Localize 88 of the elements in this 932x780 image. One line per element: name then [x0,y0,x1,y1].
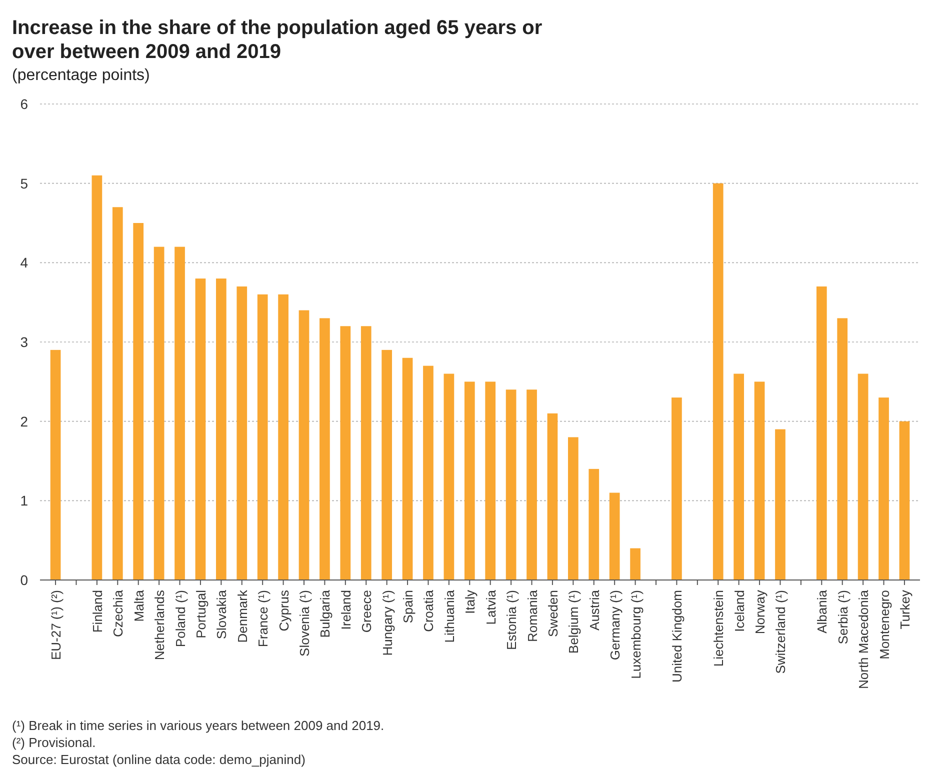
x-tick-label: Switzerland (¹) [773,590,788,674]
bar [340,326,351,580]
bar [672,398,682,580]
bar [899,421,910,580]
x-tick-label: Belgium (¹) [566,590,582,654]
y-tick-label: 0 [20,572,28,588]
x-tick-label: Spain [400,590,416,624]
bar [402,358,413,580]
x-tick-label: Latvia [483,589,498,625]
x-tick-label: Romania [524,589,540,642]
x-tick-label: Montenegro [876,590,892,660]
bar [816,286,827,580]
y-tick-label: 6 [20,96,28,112]
x-tick-label: Italy [462,590,478,614]
source-note: Source: Eurostat (online data code: demo_pjanind) [12,752,306,767]
bar [858,374,868,580]
x-tick-label: France (¹) [256,590,271,648]
chart-title: Increase in the share of the population aged 65 years or over between 2009 and 2019 [12,17,542,63]
bar [50,350,61,580]
bar [734,374,744,580]
x-tick-label: Sweden [545,590,560,637]
x-tick-label: Croatia [421,589,436,632]
x-tick-label: Malta [131,589,146,622]
x-tick-label: Ireland [338,590,354,630]
bar [526,390,537,580]
x-tick-label: Cyprus [276,590,292,632]
y-tick-label: 5 [20,175,28,192]
x-tick-label: Finland [90,590,105,633]
x-tick-label: Portugal [193,590,208,638]
x-tick-label: Slovakia [214,589,230,640]
x-tick-label: EU-27 (¹) (²) [48,590,64,660]
bar [878,398,889,580]
bar [216,278,226,580]
x-tick-label: Liechtenstein [711,590,726,667]
bar [360,326,372,580]
x-tick-label: Albania [814,589,830,634]
bar [837,318,848,580]
x-tick-label: Iceland [732,590,747,632]
x-tick-label: Germany (¹) [608,590,623,660]
bar [133,223,144,580]
bar [423,366,434,580]
x-tick-label: Czechia [110,589,126,637]
bar [320,318,330,580]
bar [236,286,248,580]
bar [298,310,310,580]
chart-subtitle: (percentage points) [12,67,150,84]
bar [712,183,724,580]
y-tick-label: 3 [20,334,28,350]
bar [154,246,164,580]
bar [92,175,102,580]
bar [609,492,620,580]
y-tick-label: 4 [20,254,28,271]
x-tick-label: Poland (¹) [172,590,188,648]
x-tick-label: Estonia (¹) [504,590,520,650]
x-tick-label: Denmark [234,590,250,643]
bar [257,294,268,580]
x-tick-label: Luxembourg (¹) [628,590,644,679]
x-tick-label: North Macedonia [856,589,872,689]
bar [754,382,765,580]
bar [547,413,558,580]
bar [775,429,786,580]
y-tick-label: 2 [20,413,28,430]
x-tick-label: United Kingdom [670,590,685,682]
x-tick-label: Greece [359,590,374,633]
x-tick-label: Turkey [897,590,912,630]
x-tick-label: Lithuania [442,589,457,643]
y-tick-label: 1 [20,492,28,509]
x-tick-label: Hungary (¹) [380,590,395,656]
x-tick-label: Netherlands [152,590,168,660]
bar [485,382,496,580]
x-tick-label: Slovenia (¹) [297,590,312,656]
bar [568,437,578,580]
x-tick-label: Austria [586,589,602,630]
bar [506,390,516,580]
text: (¹) Break in time series in various years between 2009 and 2019. [12,718,384,733]
bar [382,350,392,580]
bar [464,382,475,580]
bar [278,294,288,580]
bar [588,468,600,580]
bar [174,246,185,580]
bar [112,207,123,580]
bar [195,278,206,580]
text: (²) Provisional. [12,735,96,750]
bar [630,548,640,580]
x-tick-label: Serbia (¹) [835,590,850,644]
bar [444,374,454,580]
x-tick-label: Norway [752,590,768,634]
x-tick-label: Bulgaria [318,589,333,638]
